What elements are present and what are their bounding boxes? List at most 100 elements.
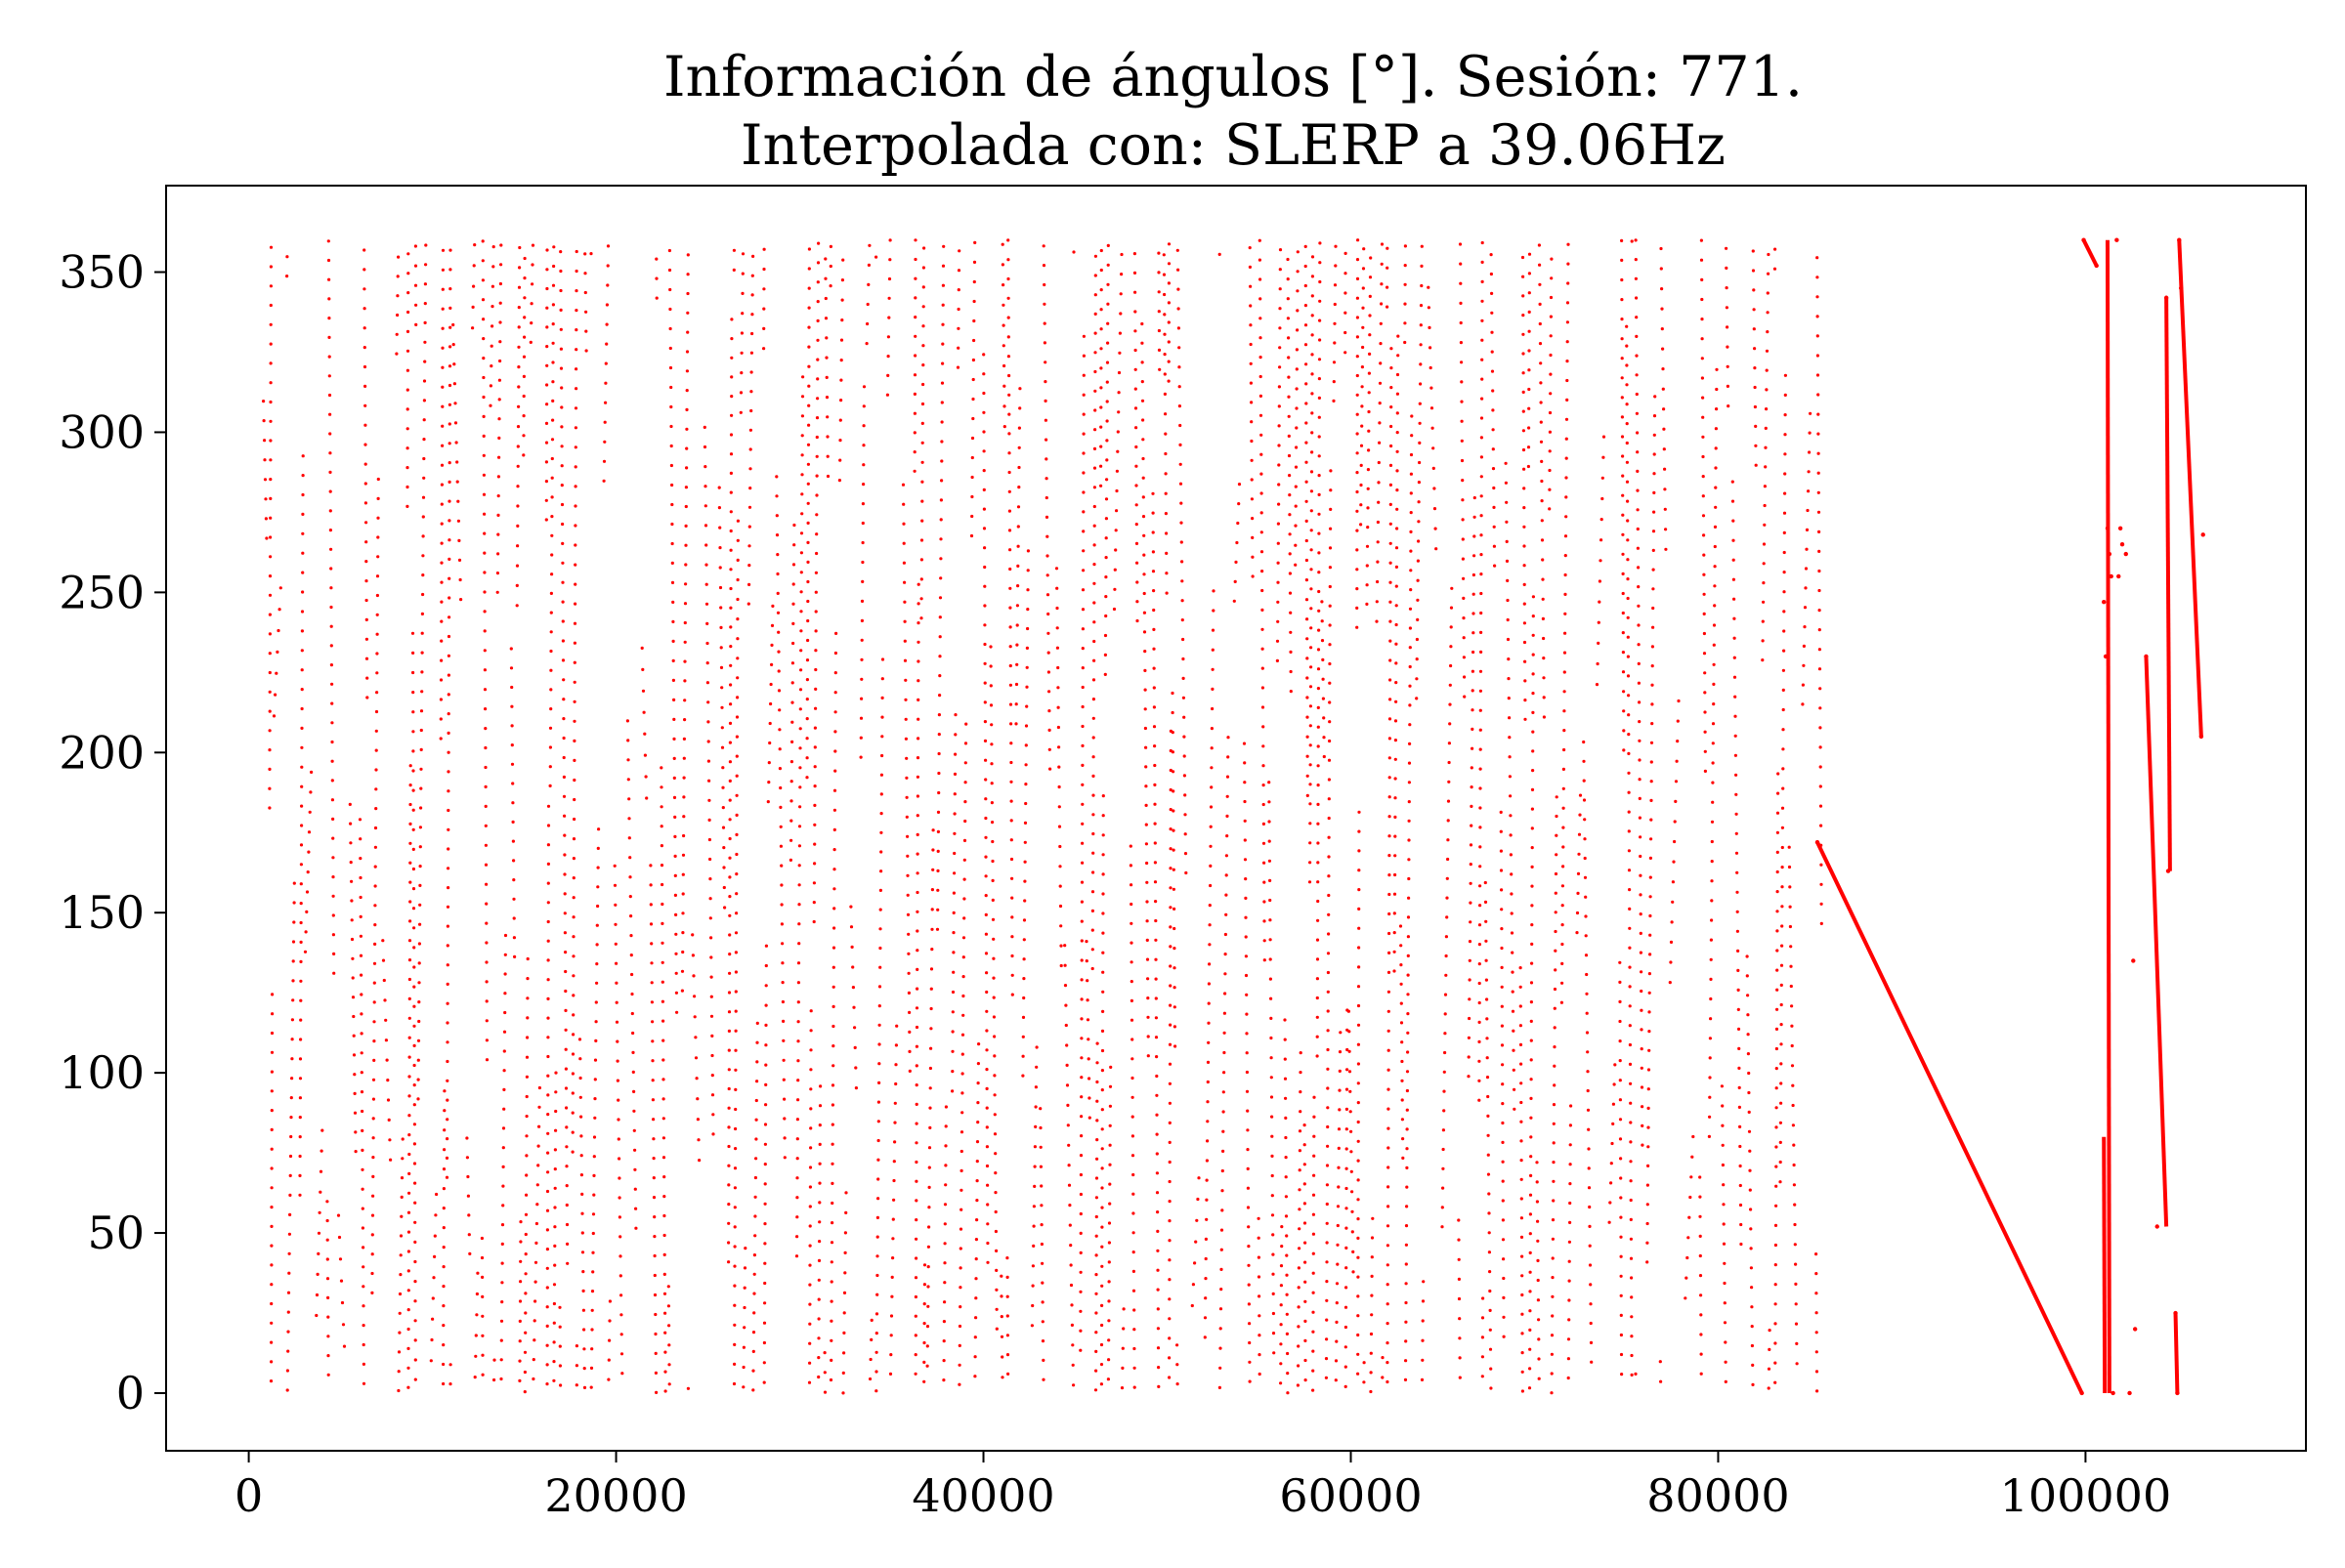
data-point <box>500 1261 504 1265</box>
data-point <box>984 855 988 859</box>
data-point <box>1519 1120 1523 1123</box>
data-point <box>1647 1030 1651 1034</box>
data-point <box>406 1346 410 1350</box>
data-point <box>451 343 455 347</box>
data-point <box>1132 1328 1136 1332</box>
data-point <box>396 275 400 278</box>
data-point <box>1501 1063 1505 1067</box>
data-point <box>1093 1388 1098 1392</box>
data-point <box>958 1343 961 1347</box>
data-point <box>762 267 766 272</box>
data-point <box>764 1103 768 1107</box>
data-point <box>406 1385 410 1389</box>
data-point <box>654 1351 658 1355</box>
data-point <box>1587 1166 1591 1170</box>
data-point <box>1585 1011 1589 1015</box>
data-point <box>580 1192 584 1196</box>
data-point <box>1530 807 1534 811</box>
data-point <box>496 552 500 556</box>
data-point <box>1386 1146 1390 1150</box>
data-point <box>1269 1016 1273 1020</box>
data-point <box>1176 268 1180 272</box>
data-point <box>1328 700 1332 704</box>
data-point <box>1009 742 1013 745</box>
data-point <box>1168 1200 1172 1204</box>
data-point <box>1415 697 1419 700</box>
data-point <box>442 1207 446 1210</box>
data-point <box>866 302 870 307</box>
data-point <box>1068 1223 1072 1227</box>
data-point <box>517 385 521 389</box>
data-point <box>951 1049 955 1053</box>
data-point <box>880 715 884 719</box>
data-point <box>270 1109 274 1113</box>
data-point <box>1399 963 1403 967</box>
data-point <box>1734 792 1738 796</box>
data-point <box>553 1206 557 1209</box>
data-point <box>1140 341 1144 345</box>
data-point <box>349 861 353 865</box>
data-point <box>670 522 674 527</box>
data-point <box>1388 600 1392 604</box>
data-point <box>406 272 410 275</box>
data-point <box>938 655 942 658</box>
data-point <box>396 313 400 318</box>
data-point <box>1408 607 1413 611</box>
data-point <box>1478 708 1482 712</box>
data-point <box>982 527 987 530</box>
data-point <box>707 798 711 802</box>
data-point <box>1398 924 1403 928</box>
data-point <box>878 888 883 893</box>
data-point <box>1099 464 1103 468</box>
data-point <box>1259 452 1263 456</box>
data-point <box>615 961 618 965</box>
data-point <box>1386 1322 1389 1326</box>
data-point <box>1731 558 1735 562</box>
data-point <box>1491 467 1496 471</box>
data-point <box>423 302 427 306</box>
data-point <box>1540 479 1544 484</box>
data-point <box>1107 1280 1111 1284</box>
data-point <box>1478 786 1482 790</box>
data-point <box>301 512 305 517</box>
data-point <box>315 1313 319 1318</box>
data-point <box>832 926 836 930</box>
data-point <box>1753 347 1757 351</box>
data-point <box>1304 499 1308 503</box>
data-point <box>440 463 445 467</box>
data-point <box>1393 872 1397 877</box>
data-point <box>1325 1241 1329 1245</box>
data-point <box>840 298 844 302</box>
data-point <box>913 373 917 377</box>
data-point <box>876 1138 880 1143</box>
data-point <box>550 476 554 480</box>
data-point <box>903 639 907 643</box>
data-point <box>1343 351 1347 355</box>
data-point <box>615 1000 618 1004</box>
data-point <box>372 1039 376 1043</box>
data-point <box>564 1028 568 1032</box>
data-point <box>915 1179 918 1183</box>
data-point <box>1449 625 1453 629</box>
data-point <box>1726 345 1729 349</box>
data-point <box>516 504 520 508</box>
data-point <box>1471 572 1475 577</box>
data-point <box>764 984 768 988</box>
data-point <box>1685 1255 1689 1260</box>
data-point <box>1408 742 1412 746</box>
data-point <box>1471 727 1474 732</box>
data-point <box>397 1350 402 1354</box>
data-point <box>561 600 565 604</box>
data-point <box>359 857 362 861</box>
data-point <box>913 392 917 396</box>
data-point <box>1505 539 1509 544</box>
data-point <box>579 1134 583 1138</box>
data-point <box>1304 441 1308 445</box>
data-point <box>362 1265 365 1269</box>
data-point <box>1082 451 1086 455</box>
data-point <box>1155 1055 1159 1059</box>
data-point <box>474 1334 478 1337</box>
data-point <box>615 981 618 985</box>
data-point <box>1303 323 1308 327</box>
data-point <box>1099 1363 1104 1367</box>
